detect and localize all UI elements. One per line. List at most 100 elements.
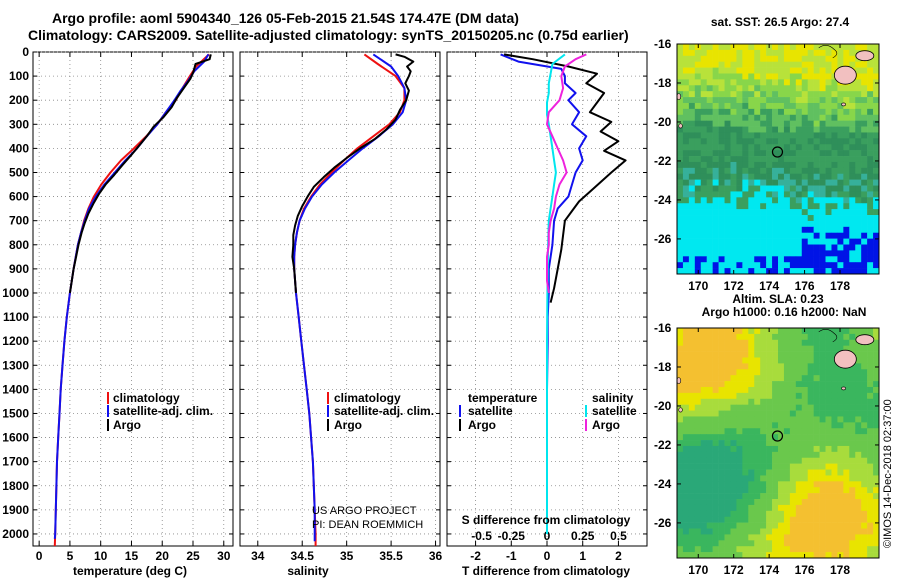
map-cell bbox=[778, 463, 785, 470]
map-cell bbox=[819, 161, 826, 169]
map-cell bbox=[849, 440, 856, 447]
map-cell bbox=[807, 416, 814, 423]
map-cell bbox=[861, 386, 868, 394]
map-cell bbox=[682, 67, 690, 74]
map-cell bbox=[724, 197, 731, 204]
map-cell bbox=[831, 126, 838, 133]
map-cell bbox=[873, 510, 879, 518]
map-cell bbox=[778, 209, 785, 216]
map-cell bbox=[718, 203, 725, 210]
map-cell bbox=[825, 203, 832, 210]
map-cell bbox=[867, 238, 874, 245]
map-cell bbox=[700, 392, 707, 400]
map-cell bbox=[861, 451, 868, 459]
map-cell bbox=[831, 44, 838, 51]
map-cell bbox=[748, 392, 755, 400]
map-cell bbox=[795, 138, 803, 145]
map-cell bbox=[837, 339, 844, 346]
map-cell bbox=[807, 91, 814, 98]
map-cell bbox=[873, 108, 879, 116]
map-cell bbox=[700, 522, 707, 529]
map-cell bbox=[700, 61, 707, 68]
map-cell bbox=[718, 44, 725, 51]
map-cell bbox=[694, 61, 702, 68]
map-cell bbox=[819, 422, 826, 429]
map-cell bbox=[855, 173, 862, 180]
map-cell bbox=[819, 167, 826, 175]
map-cell bbox=[825, 197, 832, 204]
map-cell bbox=[873, 61, 879, 68]
map-cell bbox=[754, 522, 761, 529]
map-cell bbox=[813, 392, 820, 400]
map-cell bbox=[754, 197, 761, 204]
map-cell bbox=[867, 226, 874, 234]
map-cell bbox=[682, 363, 690, 370]
map-cell bbox=[760, 91, 767, 98]
map-cell bbox=[807, 493, 814, 500]
map-cell bbox=[742, 132, 749, 139]
map-cell bbox=[819, 328, 826, 335]
map-cell bbox=[801, 440, 808, 447]
map-cell bbox=[783, 256, 791, 263]
map-cell bbox=[730, 416, 737, 423]
map-cell bbox=[730, 126, 737, 133]
map-cell bbox=[825, 49, 832, 57]
map-cell bbox=[778, 487, 785, 494]
map-cell bbox=[837, 540, 844, 547]
map-cell bbox=[813, 61, 820, 68]
map-cell bbox=[766, 363, 773, 370]
map-cell bbox=[682, 499, 690, 506]
map-cell bbox=[706, 363, 713, 370]
map-cell bbox=[706, 44, 713, 51]
map-cell bbox=[849, 161, 856, 169]
map-cell bbox=[682, 357, 690, 364]
map-cell bbox=[712, 528, 719, 535]
map-cell bbox=[694, 97, 702, 104]
map-cell bbox=[736, 351, 743, 358]
map-cell bbox=[843, 161, 850, 169]
map-cell bbox=[736, 102, 743, 110]
map-cell bbox=[831, 410, 838, 417]
map-cell bbox=[861, 97, 868, 104]
map-cell bbox=[682, 144, 690, 151]
map-cell bbox=[819, 102, 826, 110]
map-cell bbox=[718, 504, 725, 512]
map-cell bbox=[861, 434, 868, 441]
map-cell bbox=[873, 138, 879, 145]
reef-outline bbox=[818, 45, 838, 59]
map-cell bbox=[783, 91, 791, 98]
map-cell bbox=[742, 73, 749, 80]
secondary-tick-label: 0 bbox=[544, 529, 551, 543]
x-tick-label: 10 bbox=[94, 549, 108, 563]
map-cell bbox=[694, 55, 702, 62]
map-cell bbox=[694, 392, 702, 400]
map-cell bbox=[718, 475, 725, 482]
map-cell bbox=[742, 428, 749, 435]
map-cell bbox=[766, 404, 773, 411]
map-cell bbox=[688, 504, 696, 512]
map-cell bbox=[742, 469, 749, 476]
map-cell bbox=[813, 451, 820, 459]
map-cell bbox=[843, 345, 850, 352]
map-cell bbox=[849, 97, 856, 104]
map-cell bbox=[825, 85, 832, 92]
x-tick-label: 1 bbox=[579, 549, 586, 563]
map-cell bbox=[837, 522, 844, 529]
map-cell bbox=[789, 540, 797, 547]
map-cell bbox=[849, 504, 856, 512]
map-cell bbox=[789, 434, 797, 441]
map-cell bbox=[772, 381, 779, 388]
map-cell bbox=[783, 167, 791, 175]
map-cell bbox=[724, 114, 731, 121]
map-cell bbox=[688, 138, 696, 145]
map-cell bbox=[682, 381, 690, 388]
map-cell bbox=[742, 232, 749, 239]
map-cell bbox=[748, 440, 755, 447]
map-cell bbox=[736, 67, 743, 74]
map-cell bbox=[783, 357, 791, 364]
map-cell bbox=[730, 445, 737, 453]
map-cell bbox=[843, 451, 850, 459]
map-cell bbox=[861, 256, 868, 263]
map-cell bbox=[748, 516, 755, 523]
map-cell bbox=[795, 173, 803, 180]
